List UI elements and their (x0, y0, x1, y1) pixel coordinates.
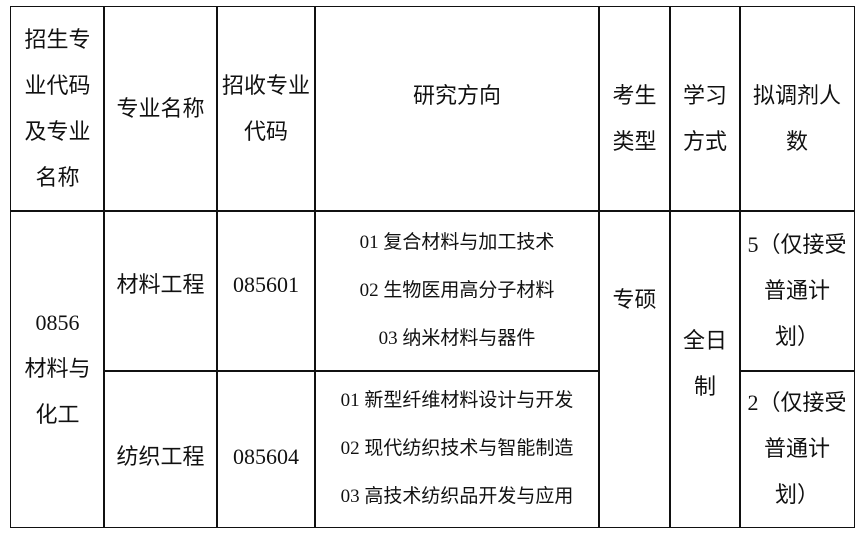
quota-text: 划） (774, 324, 819, 349)
group-cell: 0856 材料与 化工 (10, 210, 105, 528)
quota-text: 5（仅接受 (747, 232, 847, 257)
group-name: 材料与 (24, 356, 91, 381)
quota-text: 普通计 (763, 436, 830, 461)
header-major-code: 招收专业 代码 (216, 6, 316, 212)
header-text: 专业名称 (116, 96, 205, 121)
table-row-quota: 2（仅接受 普通计 划） (739, 370, 855, 528)
header-quota: 拟调剂人 数 (739, 6, 855, 212)
group-name: 化工 (35, 402, 80, 427)
header-major-name: 专业名称 (103, 6, 218, 212)
table-row-major: 材料工程 (103, 210, 218, 372)
header-text: 方式 (682, 129, 727, 154)
quota-text: 划） (774, 482, 819, 507)
header-text: 数 (785, 129, 808, 154)
table-row-quota: 5（仅接受 普通计 划） (739, 210, 855, 372)
table-row-directions: 01 复合材料与加工技术 02 生物医用高分子材料 03 纳米材料与器件 (314, 210, 600, 372)
direction-item: 02 现代纺织技术与智能制造 (340, 438, 574, 459)
direction-item: 02 生物医用高分子材料 (359, 280, 555, 301)
major-code: 085604 (233, 444, 299, 469)
student-type-cell: 专硕 (598, 210, 671, 528)
header-text: 学习 (682, 83, 727, 108)
header-student-type: 考生 类型 (598, 6, 671, 212)
direction-item: 01 复合材料与加工技术 (359, 232, 555, 253)
major-name: 材料工程 (116, 272, 205, 297)
header-enroll-code-name: 招生专 业代码 及专业 名称 (10, 6, 105, 212)
table-row-major: 纺织工程 (103, 370, 218, 528)
table-row-directions: 01 新型纤维材料设计与开发 02 现代纺织技术与智能制造 03 高技术纺织品开… (314, 370, 600, 528)
direction-item: 01 新型纤维材料设计与开发 (340, 390, 574, 411)
header-text: 招生专 (24, 27, 91, 52)
header-text: 代码 (243, 119, 288, 144)
study-mode: 全日 (682, 328, 727, 353)
student-type: 专硕 (612, 287, 657, 312)
header-research-direction: 研究方向 (314, 6, 600, 212)
header-text: 考生 (612, 83, 657, 108)
major-code: 085601 (233, 272, 299, 297)
header-study-mode: 学习 方式 (669, 6, 741, 212)
quota-text: 2（仅接受 (747, 390, 847, 415)
table-row-code: 085604 (216, 370, 316, 528)
table-row-code: 085601 (216, 210, 316, 372)
header-text: 拟调剂人 (752, 83, 841, 108)
quota-text: 普通计 (763, 278, 830, 303)
study-mode: 制 (693, 374, 716, 399)
header-text: 及专业 (24, 119, 91, 144)
study-mode-cell: 全日 制 (669, 210, 741, 528)
header-text: 类型 (612, 129, 657, 154)
group-code: 0856 (35, 310, 80, 335)
direction-item: 03 纳米材料与器件 (378, 328, 536, 349)
header-text: 招收专业 (221, 73, 310, 98)
header-text: 业代码 (24, 73, 91, 98)
direction-item: 03 高技术纺织品开发与应用 (340, 486, 574, 507)
header-text: 研究方向 (412, 83, 501, 108)
header-text: 名称 (35, 165, 80, 190)
major-name: 纺织工程 (116, 444, 205, 469)
